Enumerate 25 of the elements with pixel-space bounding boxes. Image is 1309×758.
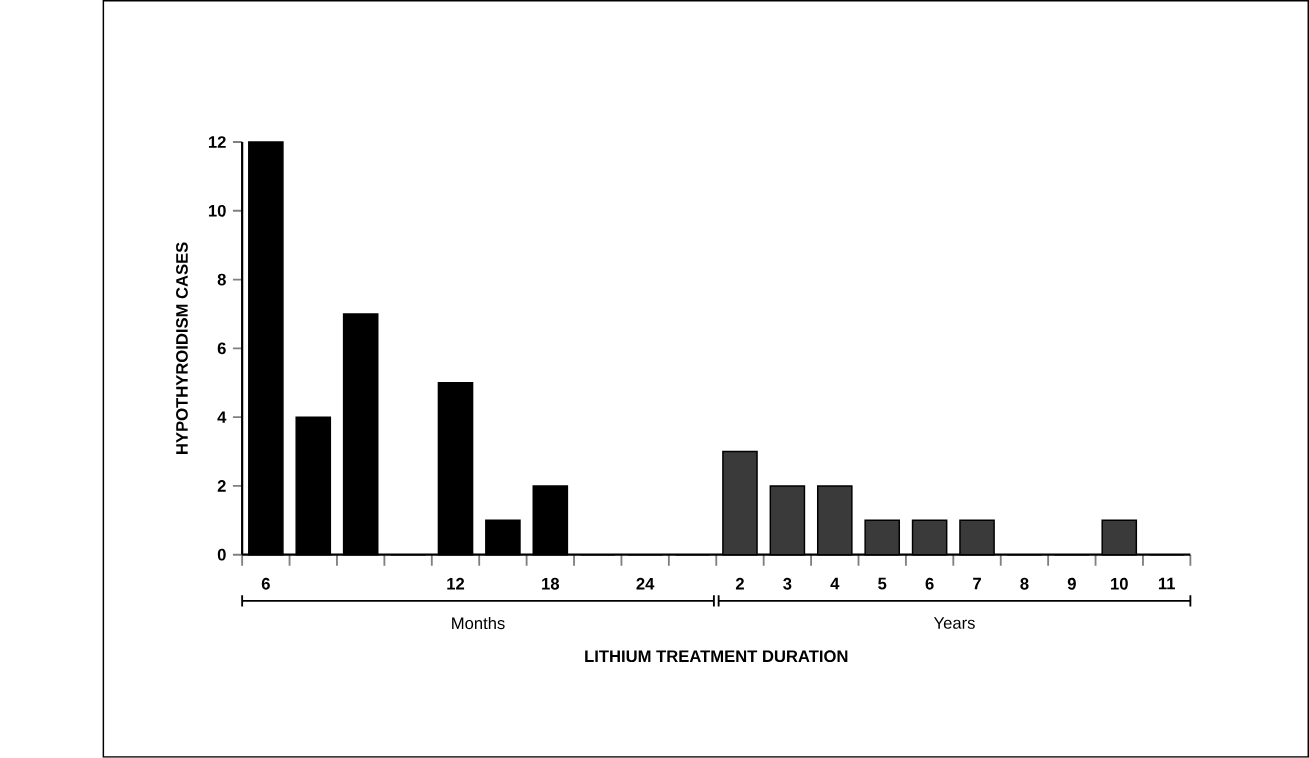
y-tick-label: 10 bbox=[208, 205, 226, 217]
y-tick-label: 2 bbox=[217, 480, 226, 492]
y-tick-label: 12 bbox=[208, 136, 226, 148]
text: Months bbox=[452, 617, 505, 630]
x-tick-label: 5 bbox=[878, 578, 887, 590]
x-tick-label: 6 bbox=[261, 578, 270, 590]
y-tick-label: 6 bbox=[217, 342, 226, 355]
x-tick-label: 18 bbox=[542, 578, 560, 590]
y-tick-label: 4 bbox=[217, 411, 227, 424]
x-tick-label: 12 bbox=[447, 578, 465, 590]
y-tick-label: 0 bbox=[217, 549, 226, 561]
x-tick-label: 6 bbox=[925, 578, 934, 590]
x-tick-label: 4 bbox=[830, 578, 840, 590]
x-tick-label: 8 bbox=[1020, 578, 1029, 590]
x-tick-label: 9 bbox=[1067, 578, 1076, 590]
x-tick-label: 7 bbox=[973, 578, 981, 590]
x-tick-label: 3 bbox=[783, 578, 792, 590]
y-axis-title: HYPOTHYROIDISM CASES bbox=[176, 242, 188, 455]
x-tick-label: 2 bbox=[735, 578, 744, 590]
y-tick-label: 8 bbox=[217, 273, 226, 286]
x-tick-label: 11 bbox=[1158, 578, 1175, 590]
x-axis-title: LITHIUM TREATMENT DURATION bbox=[585, 650, 848, 663]
x-tick-label: 24 bbox=[636, 578, 655, 590]
x-tick-label: 10 bbox=[1111, 578, 1128, 590]
text: Years bbox=[933, 617, 975, 630]
